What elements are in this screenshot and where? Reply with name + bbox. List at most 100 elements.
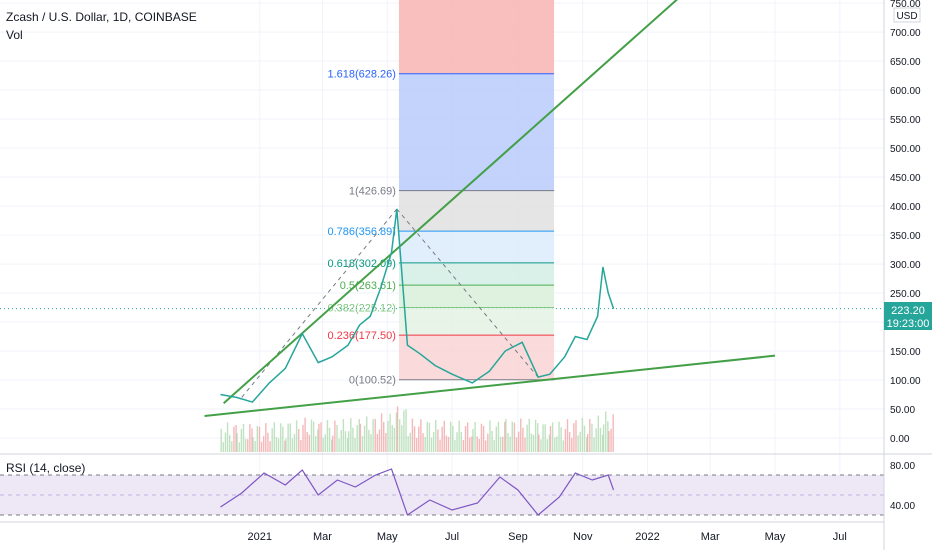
volume-bar: [551, 422, 554, 452]
volume-bar: [312, 421, 315, 452]
time-tick-label: May: [377, 531, 398, 543]
volume-bar: [464, 426, 467, 452]
volume-bar: [254, 441, 256, 452]
fib-level-label[interactable]: 0.786(356.89): [327, 226, 396, 238]
volume-bar: [317, 429, 319, 452]
volume-bar: [489, 420, 491, 452]
time-tick-label: Mar: [313, 531, 332, 543]
volume-bar: [271, 428, 273, 452]
volume-bar: [487, 433, 489, 452]
fib-level-label[interactable]: 0.236(177.50): [327, 330, 396, 342]
trendline-lower: [204, 354, 776, 417]
volume-bar: [497, 421, 500, 452]
volume-bar: [366, 416, 368, 452]
volume-bar: [610, 428, 612, 452]
volume-bar: [334, 420, 336, 452]
volume-bar: [460, 431, 462, 452]
volume-bar: [346, 438, 349, 452]
volume-bar: [480, 423, 483, 452]
fib-level-label[interactable]: 1(426.69): [349, 186, 396, 198]
volume-bar: [485, 440, 487, 452]
volume-bar: [435, 419, 437, 452]
fib-level-label[interactable]: 1.618(628.26): [327, 69, 396, 81]
fib-zone: [398, 335, 555, 380]
price-tick-label: 700.00: [890, 28, 921, 39]
time-tick-label: Mar: [701, 531, 720, 543]
volume-bar: [302, 424, 304, 452]
volume-bar: [554, 437, 556, 452]
volume-bar: [458, 420, 460, 452]
price-tick-label: 500.00: [890, 144, 921, 155]
fib-zone: [398, 262, 555, 286]
volume-bar: [428, 422, 431, 452]
volume-bar: [247, 439, 249, 452]
volume-bar: [287, 423, 289, 452]
fib-level-label[interactable]: 0(100.52): [349, 375, 396, 387]
volume-bar: [432, 431, 435, 452]
volume-bar: [338, 438, 340, 452]
volume-bar: [395, 412, 398, 452]
price-tick-label: 450.00: [890, 173, 921, 184]
volume-bar: [520, 418, 522, 452]
volume-bar: [336, 425, 338, 452]
price-tick-label: 250.00: [890, 289, 921, 300]
volume-bar: [231, 441, 233, 452]
fib-level-label[interactable]: 0.618(302.09): [327, 258, 396, 270]
volume-bar: [515, 437, 518, 452]
volume-bar: [240, 428, 243, 452]
volume-bar: [405, 409, 407, 452]
last-price-box: [884, 302, 932, 330]
volume-bar: [380, 413, 383, 452]
volume-bar: [398, 419, 401, 452]
volume-bar: [300, 439, 302, 452]
trendline-upper: [223, 0, 678, 404]
volume-bar: [220, 428, 222, 452]
volume-bar: [308, 434, 311, 452]
volume-bar: [320, 422, 322, 452]
currency-label[interactable]: USD: [896, 11, 917, 22]
volume-bar: [579, 431, 581, 452]
volume-bar: [407, 436, 409, 452]
price-tick-label: 350.00: [890, 231, 921, 242]
volume-bar: [260, 441, 263, 452]
volume-bar: [298, 429, 300, 452]
time-tick-label: Sep: [508, 531, 528, 543]
volume-bar: [413, 426, 416, 452]
volume-bar: [595, 428, 597, 452]
fib-level-label[interactable]: 0.382(225.12): [327, 302, 396, 314]
volume-bar: [597, 415, 600, 452]
volume-bar: [235, 425, 237, 452]
rsi-pane: [0, 468, 884, 516]
volume-bar: [265, 423, 267, 452]
volume-bar: [558, 421, 560, 452]
volume-bar: [326, 420, 329, 452]
volume-bar: [507, 432, 509, 452]
volume-bar: [222, 442, 225, 452]
volume-bar: [358, 419, 360, 452]
volume-bar: [282, 426, 284, 452]
volume-bar: [549, 426, 552, 452]
volume-bar: [249, 424, 251, 452]
volume-bar: [306, 432, 308, 452]
volume-bar: [573, 423, 575, 452]
volume-bar: [269, 441, 271, 452]
fib-level-label[interactable]: 0.5(263.61): [340, 280, 396, 292]
volume-bar: [328, 427, 331, 452]
volume-bar: [560, 427, 562, 452]
currency-box[interactable]: [893, 7, 921, 23]
trendlines[interactable]: [204, 0, 776, 417]
price-tick-label: 150.00: [890, 347, 921, 358]
volume-bar: [493, 439, 495, 452]
volume-bar: [252, 437, 254, 452]
volume-bar: [607, 421, 609, 452]
volume-bar: [418, 426, 420, 452]
volume-bar: [228, 435, 231, 452]
fibonacci-retracement[interactable]: 1.618(628.26) 1(426.69) 0.786(356.89) 0.618…: [241, 0, 555, 398]
volume-bar: [354, 437, 356, 452]
volume-bar: [482, 425, 485, 452]
volume-bar: [350, 418, 352, 452]
volume-bar: [359, 423, 362, 452]
volume-bar: [566, 419, 569, 452]
